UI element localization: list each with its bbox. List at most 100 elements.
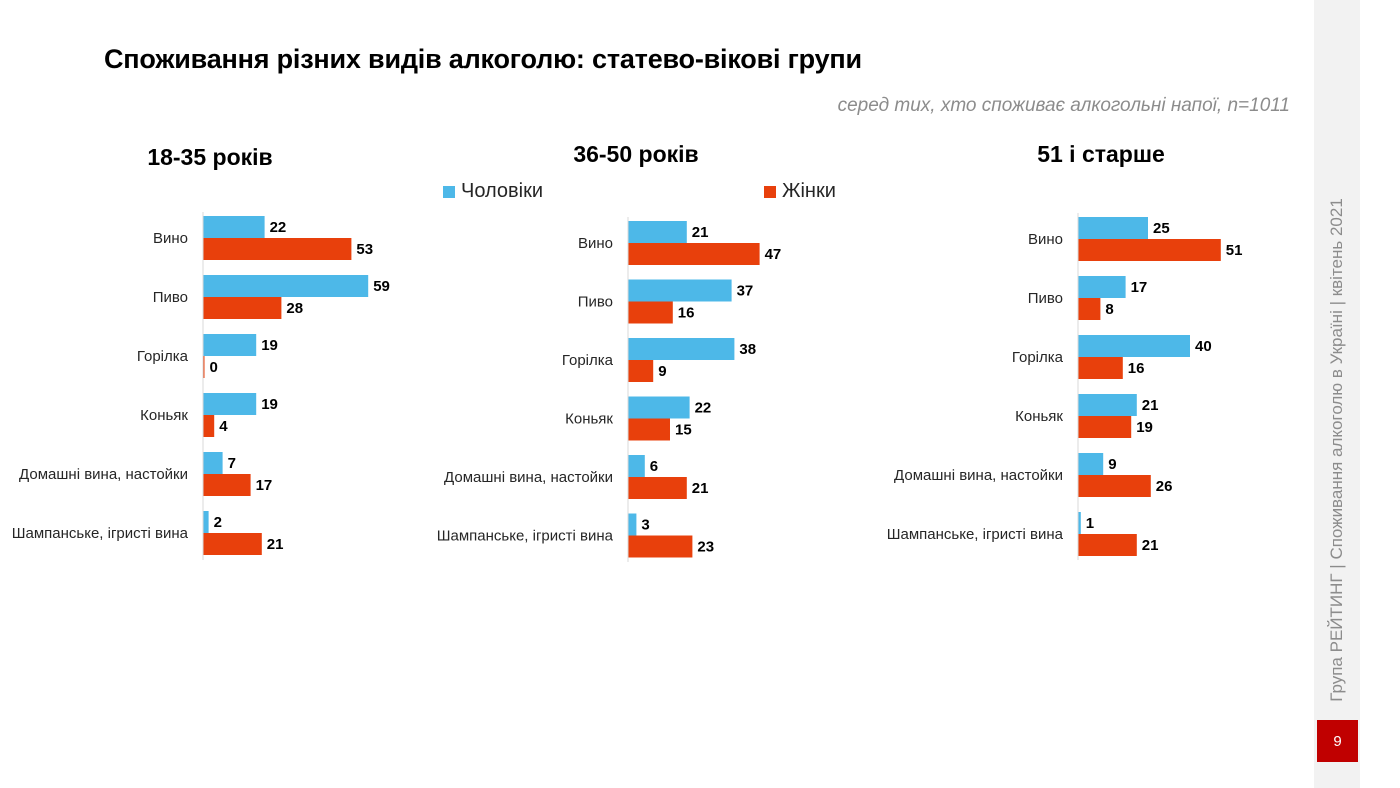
category-label: Коньяк	[1015, 408, 1063, 425]
category-label: Коньяк	[140, 407, 188, 424]
bar-women	[628, 243, 760, 265]
page-subtitle: серед тих, хто споживає алкогольні напої…	[837, 95, 1290, 116]
value-label-women: 0	[210, 359, 218, 376]
category-label: Вино	[153, 230, 188, 247]
category-label: Домашні вина, настойки	[894, 467, 1063, 484]
value-label-women: 16	[1128, 360, 1145, 377]
bar-men	[203, 275, 369, 297]
chart-title: 36-50 років	[573, 141, 698, 167]
bar-men	[203, 216, 265, 238]
legend-item-men: Чоловіки	[443, 180, 543, 203]
value-label-women: 51	[1226, 242, 1243, 259]
value-label-women: 19	[1136, 419, 1153, 436]
bar-men	[628, 513, 637, 536]
chart-group-3: 51 і старше Вино 25 51 Пиво 17 8 Горілка 40 16 Кон…	[887, 141, 1243, 560]
category-label: Горілка	[562, 352, 614, 369]
value-label-men: 9	[1108, 456, 1116, 473]
value-label-women: 4	[219, 418, 228, 435]
value-label-men: 59	[373, 278, 390, 295]
category-label: Горілка	[137, 348, 189, 365]
bar-men	[203, 452, 223, 474]
bar-men	[1078, 217, 1148, 239]
value-label-women: 21	[1142, 537, 1159, 554]
value-label-men: 25	[1153, 220, 1170, 237]
value-label-men: 17	[1131, 279, 1148, 296]
value-label-women: 8	[1105, 301, 1113, 318]
value-label-men: 40	[1195, 338, 1212, 355]
bar-women	[1078, 534, 1137, 556]
chart-title: 18-35 років	[147, 144, 272, 170]
bar-men	[1078, 394, 1137, 416]
bar-women	[628, 301, 673, 324]
bar-women	[203, 474, 251, 496]
bar-women	[1078, 357, 1123, 379]
value-label-women: 16	[678, 305, 695, 322]
value-label-men: 21	[692, 224, 709, 241]
bar-men	[203, 511, 209, 533]
category-label: Коньяк	[565, 411, 613, 428]
value-label-men: 2	[214, 514, 222, 531]
bar-women	[628, 418, 670, 441]
bar-women	[1078, 416, 1132, 438]
value-label-men: 22	[695, 400, 712, 417]
bar-women	[1078, 298, 1101, 320]
value-label-women: 21	[267, 536, 284, 553]
bar-men	[628, 455, 645, 477]
bar-women	[203, 238, 352, 260]
page-number-badge: 9	[1317, 720, 1358, 762]
side-panel	[1314, 0, 1360, 788]
value-label-men: 19	[261, 396, 278, 413]
bar-women	[1078, 475, 1151, 497]
value-label-men: 22	[270, 219, 287, 236]
chart-group-2: 36-50 років Вино 21 47 Пиво 37 16 Горілка 38 9 Кон…	[437, 141, 782, 562]
chart-title: 51 і старше	[1037, 141, 1165, 167]
legend-label-women: Жінки	[782, 180, 836, 202]
legend-label-men: Чоловіки	[461, 180, 544, 202]
category-label: Пиво	[578, 294, 613, 311]
category-label: Домашні вина, настойки	[19, 466, 188, 483]
bar-men	[628, 221, 687, 243]
charts-area: 18-35 роківВино2253Пиво5928Горілка190Кон…	[12, 141, 1243, 562]
category-label: Шампанське, ігристі вина	[437, 528, 614, 545]
bar-women	[628, 477, 687, 499]
bar-women	[203, 415, 215, 437]
legend-swatch-women	[764, 185, 776, 198]
bar-men	[1078, 512, 1081, 534]
bar-men	[1078, 276, 1126, 298]
value-label-women: 47	[765, 246, 782, 263]
value-label-men: 3	[641, 517, 649, 534]
value-label-men: 1	[1086, 515, 1094, 532]
legend-swatch-men	[443, 185, 455, 198]
value-label-men: 19	[261, 337, 278, 354]
bar-men	[628, 279, 732, 302]
category-label: Горілка	[1012, 349, 1064, 366]
legend-item-women: Жінки	[764, 180, 836, 203]
value-label-women: 53	[356, 241, 373, 258]
value-label-men: 38	[739, 341, 756, 358]
value-label-women: 28	[286, 300, 303, 317]
value-label-women: 17	[256, 477, 273, 494]
page-title: Споживання різних видів алкоголю: статев…	[104, 44, 862, 74]
category-label: Пиво	[1028, 290, 1063, 307]
bar-women	[203, 297, 282, 319]
bar-women	[1078, 239, 1221, 261]
bar-men	[628, 396, 690, 419]
value-label-men: 7	[228, 455, 236, 472]
bar-women	[628, 360, 654, 382]
category-label: Вино	[1028, 231, 1063, 248]
bar-men	[203, 334, 257, 356]
category-label: Домашні вина, настойки	[444, 469, 613, 486]
bar-men	[203, 393, 257, 415]
value-label-women: 15	[675, 422, 692, 439]
bar-men	[628, 338, 735, 360]
value-label-women: 9	[658, 363, 666, 380]
bar-women	[203, 356, 205, 378]
bar-women	[203, 533, 262, 555]
value-label-men: 37	[737, 283, 754, 300]
value-label-men: 21	[1142, 397, 1159, 414]
category-label: Вино	[578, 235, 613, 252]
value-label-women: 23	[697, 539, 714, 556]
value-label-women: 21	[692, 480, 709, 497]
bar-men	[1078, 453, 1104, 475]
bar-women	[628, 535, 693, 558]
